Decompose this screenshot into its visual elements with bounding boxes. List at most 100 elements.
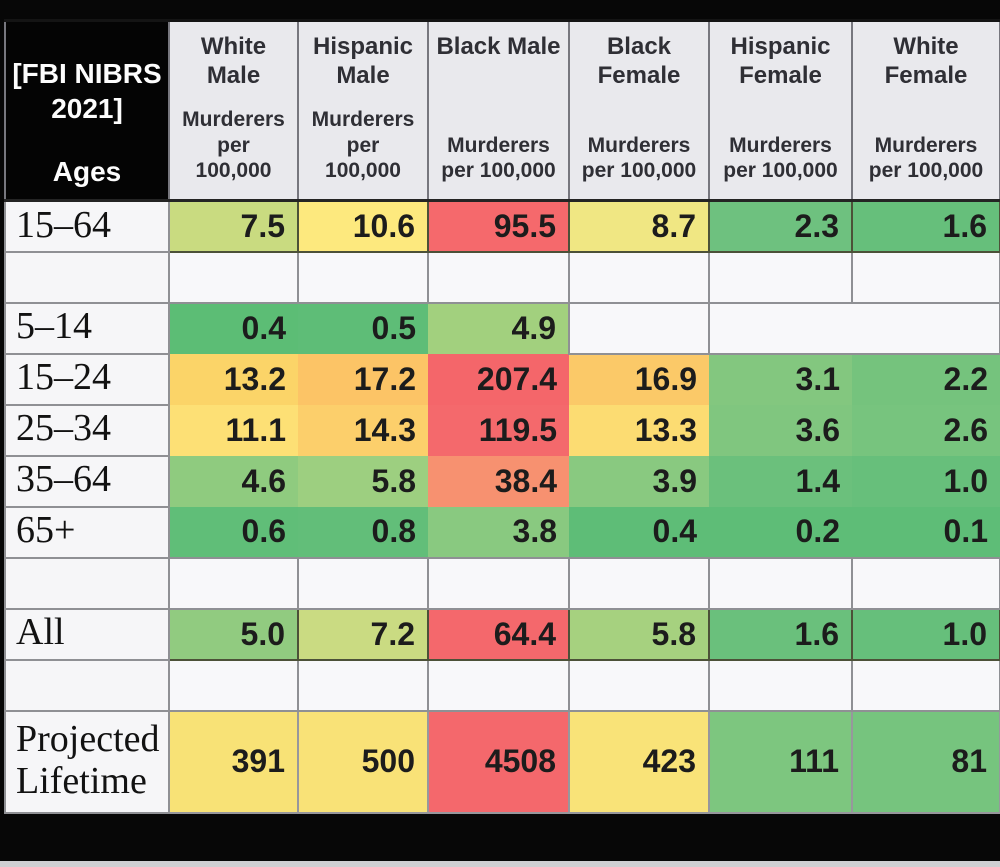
corner-content: [FBI NIBRS 2021] Ages [7,24,167,197]
value-cell: 0.2 [709,506,852,558]
value-cell: 0.4 [169,302,298,354]
value-cell: 7.5 [168,199,299,253]
value-cell: 95.5 [427,199,570,253]
empty-cell [297,556,429,610]
row-label: Projected Lifetime [4,709,170,814]
row-label: 5–14 [4,301,170,355]
column-group-label: Hispanic Male [312,33,414,90]
value-cell: 13.3 [569,404,709,456]
value-cell: 3.1 [709,353,852,405]
column-header-content: White Male Murderers per 100,000 [171,24,296,197]
column-header: Hispanic Female Murderers per 100,000 [708,19,853,202]
value-cell: 14.3 [298,404,428,456]
row-label-empty [4,556,170,610]
empty-cell [297,250,429,304]
row-label: All [4,607,170,661]
value-cell: 0.1 [852,506,1000,558]
value-cell: 17.2 [298,353,428,405]
table-corner-cell: [FBI NIBRS 2021] Ages [4,19,170,202]
empty-cell [427,250,570,304]
table-row: 5–14 0.4 0.5 4.9 [4,301,1000,355]
column-header: Hispanic Male Murderers per 100,000 [297,19,429,202]
empty-cell [568,658,710,712]
value-cell: 1.0 [851,607,1000,661]
column-metric-label: Murderers per 100,000 [441,133,556,183]
value-cell: 0.6 [169,506,298,558]
column-metric-label: Murderers per 100,000 [868,133,984,183]
empty-cell [851,250,1000,304]
row-label-empty [4,250,170,304]
value-cell: 7.2 [297,607,429,661]
empty-cell [708,250,853,304]
row-label: 35–64 [4,454,170,508]
value-cell: 5.8 [568,607,710,661]
value-cell: 0.8 [298,506,428,558]
column-group-label: White Female [884,33,968,90]
empty-cell [851,658,1000,712]
header-row: [FBI NIBRS 2021] Ages White Male Murderers… [4,19,1000,202]
table-row: 35–64 4.6 5.8 38.4 3.9 1.4 1.0 [4,454,1000,508]
column-metric-label: Murderers per 100,000 [581,133,697,183]
empty-cell [708,658,853,712]
empty-cell [168,556,299,610]
value-cell: 1.0 [852,455,1000,507]
value-cell: 2.3 [708,199,853,253]
value-cell: 16.9 [569,353,709,405]
row-label: 15–24 [4,352,170,406]
value-cell: 64.4 [427,607,570,661]
value-cell: 4.9 [428,302,569,354]
column-header-content: White Female Murderers per 100,000 [854,24,998,197]
value-cell: 4508 [427,709,570,814]
row-label: 25–34 [4,403,170,457]
value-cell: 13.2 [169,353,298,405]
empty-cell [297,658,429,712]
empty-cell [168,658,299,712]
value-cell: 5.0 [168,607,299,661]
empty-cell [427,556,570,610]
value-cell: 81 [851,709,1000,814]
row-label: 65+ [4,505,170,559]
table-row: All 5.0 7.2 64.4 5.8 1.6 1.0 [4,607,1000,661]
value-cell: 119.5 [428,404,569,456]
value-cell: 8.7 [568,199,710,253]
empty-cell [568,556,710,610]
table-row [4,658,1000,712]
column-header-content: Hispanic Female Murderers per 100,000 [711,24,850,197]
column-header: White Female Murderers per 100,000 [851,19,1000,202]
value-cell: 1.6 [851,199,1000,253]
value-cell: 3.9 [569,455,709,507]
value-cell: 423 [568,709,710,814]
column-group-label: Black Female [597,33,681,90]
value-cell: 391 [168,709,299,814]
column-metric-label: Murderers per 100,000 [723,133,838,183]
murder-rate-table: [FBI NIBRS 2021] Ages White Male Murderers… [4,19,1000,814]
table-row: 25–34 11.1 14.3 119.5 13.3 3.6 2.6 [4,403,1000,457]
row-label: 15–64 [4,199,170,253]
empty-cell [568,301,710,355]
bottom-border-strip [0,861,1000,867]
value-cell: 1.4 [709,455,852,507]
value-cell: 2.2 [852,353,1000,405]
column-header-content: Hispanic Male Murderers per 100,000 [300,24,426,197]
value-cell: 0.5 [298,302,428,354]
value-cell: 11.1 [169,404,298,456]
ages-axis-label: Ages [52,156,122,187]
value-cell: 1.6 [708,607,853,661]
value-cell: 38.4 [428,455,569,507]
column-header: Black Male Murderers per 100,000 [427,19,570,202]
value-cell: 500 [297,709,429,814]
column-group-label: Black Male [436,33,561,60]
empty-cell [568,250,710,304]
table-row: 65+ 0.6 0.8 3.8 0.4 0.2 0.1 [4,505,1000,559]
table-row [4,556,1000,610]
value-cell: 10.6 [297,199,429,253]
column-header: White Male Murderers per 100,000 [168,19,299,202]
value-cell: 0.4 [569,506,709,558]
table-row: 15–64 7.5 10.6 95.5 8.7 2.3 1.6 [4,199,1000,253]
value-cell: 207.4 [428,353,569,405]
column-header-content: Black Male Murderers per 100,000 [430,24,567,197]
row-label-empty [4,658,170,712]
column-group-label: Hispanic Female [730,33,831,90]
value-cell: 2.6 [852,404,1000,456]
value-cell: 3.6 [709,404,852,456]
